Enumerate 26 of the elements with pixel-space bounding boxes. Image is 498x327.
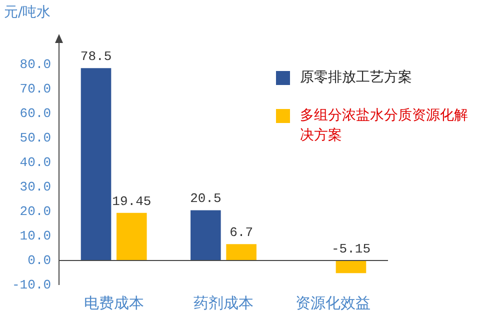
data-label: 20.5: [190, 191, 222, 206]
y-tick-label: 70.0: [20, 81, 52, 96]
bar: [226, 244, 256, 260]
bar: [336, 260, 366, 274]
y-tick-label: 80.0: [20, 56, 52, 72]
bar: [116, 212, 147, 260]
data-label: 19.45: [112, 194, 152, 209]
bar: [80, 68, 112, 260]
y-tick-label: 50.0: [20, 130, 52, 146]
data-label: 78.5: [80, 49, 112, 64]
x-tick-label: 药剂成本: [194, 294, 254, 312]
y-tick-label: 10.0: [20, 228, 52, 244]
y-tick-label: -10.0: [12, 277, 52, 292]
y-tick-label: 30.0: [20, 179, 52, 194]
x-tick-label: 资源化效益: [296, 294, 371, 312]
data-label: -5.15: [331, 241, 370, 256]
y-tick-label: 20.0: [20, 204, 52, 219]
bar: [190, 210, 221, 260]
y-tick-label: 60.0: [20, 106, 52, 121]
y-axis-title: 元/吨水: [4, 4, 51, 21]
data-label: 6.7: [230, 225, 254, 240]
x-tick-label: 电费成本: [84, 294, 144, 312]
legend-label: 多组分浓盐水分质资源化解决方案: [300, 108, 468, 144]
y-tick-label: 40.0: [20, 154, 52, 170]
legend-label: 原零排放工艺方案: [300, 68, 412, 86]
y-tick-label: 0.0: [28, 252, 52, 268]
